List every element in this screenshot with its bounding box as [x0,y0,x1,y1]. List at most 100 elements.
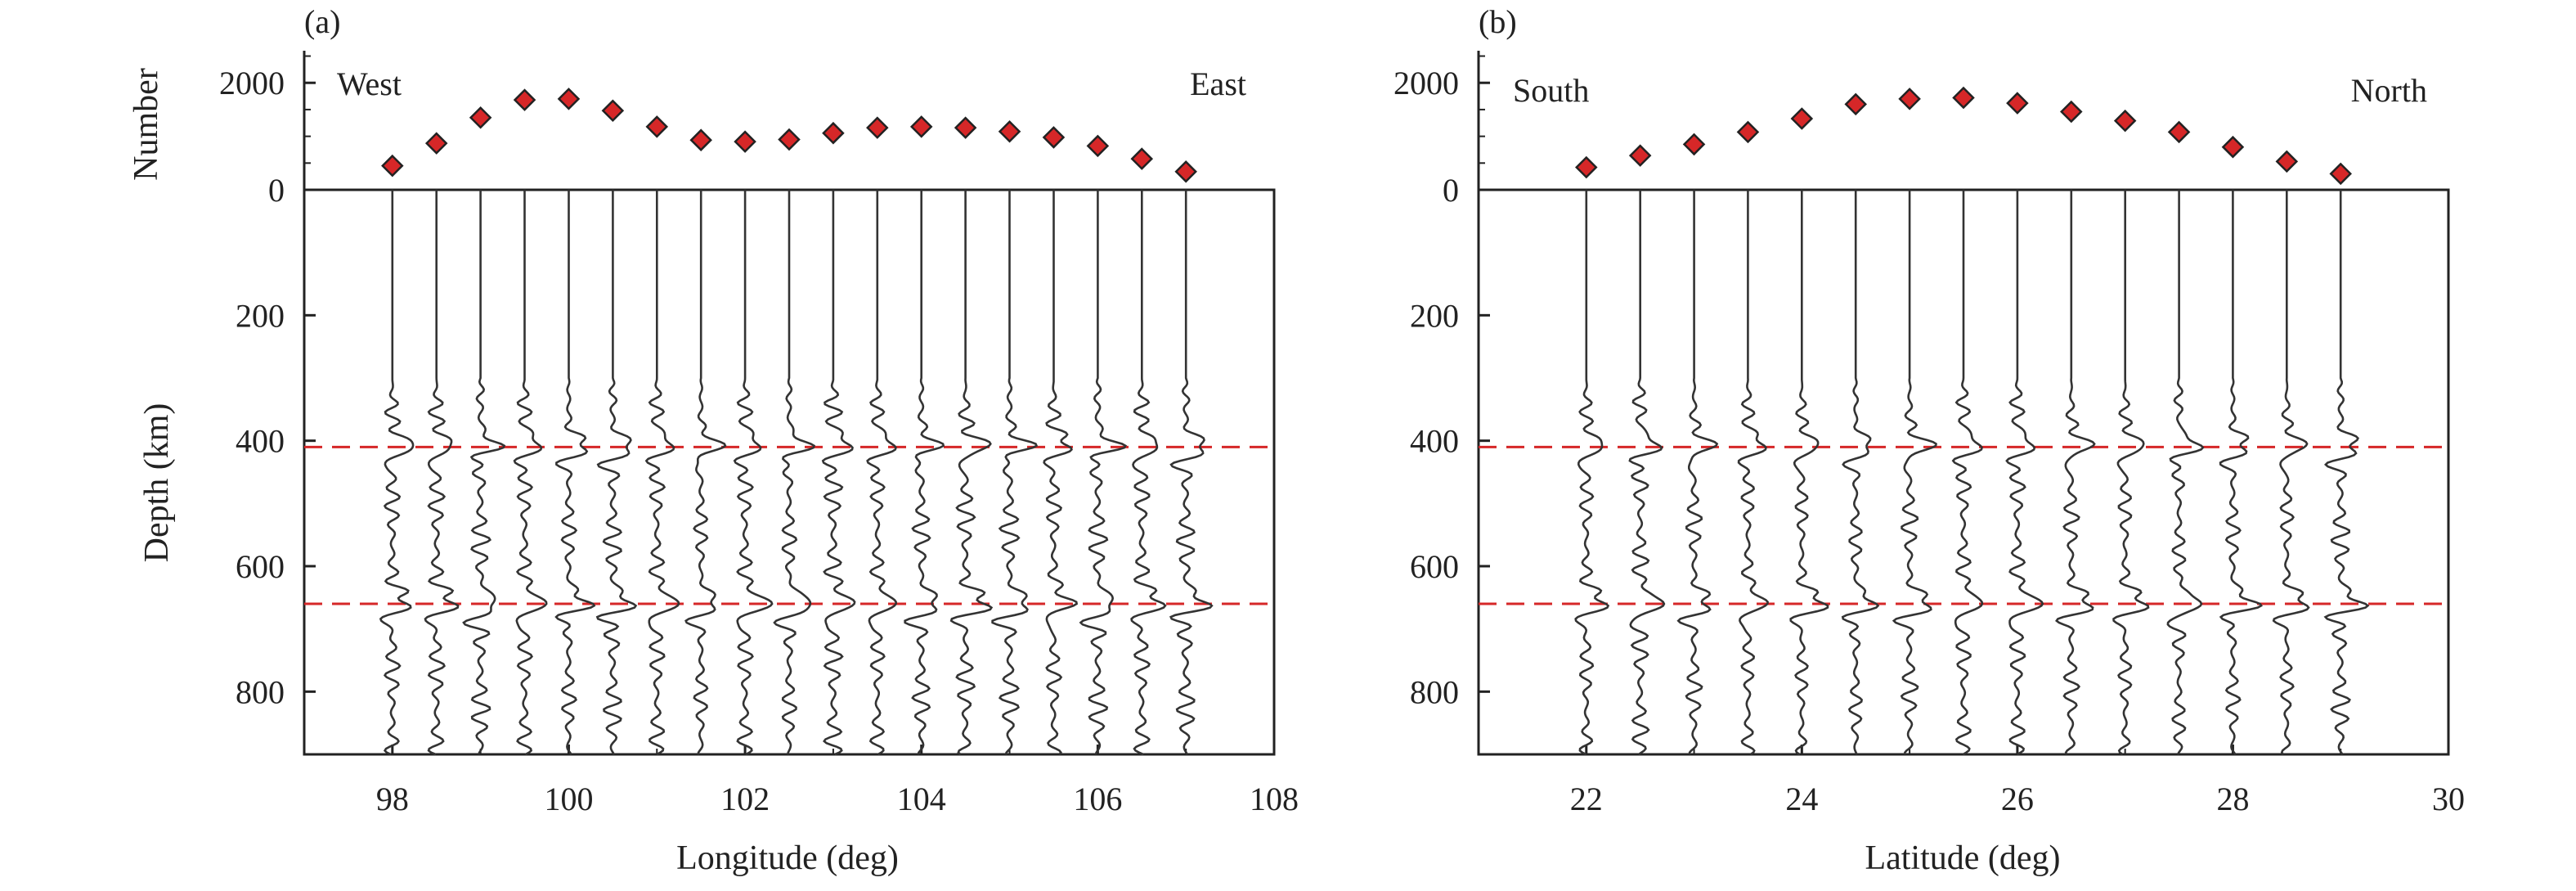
trace-23.5 [1737,190,1769,756]
y-tick-label: 400 [236,423,285,460]
x-tick-label: 106 [1073,781,1122,817]
trace-26 [2005,190,2044,756]
count-tick-label: 0 [268,172,285,209]
count-marker [601,99,625,122]
y-tick-label: 800 [236,673,285,710]
count-tick-label: 2000 [1393,65,1459,101]
trace-28.5 [2272,190,2310,755]
count-marker [1628,144,1652,167]
trace-101.5 [684,190,727,755]
panel-a-west-label: West [337,65,402,102]
count-marker [822,121,845,145]
y-tick-label: 600 [236,548,285,585]
count-marker [469,106,492,129]
y-tick-label: 400 [1410,423,1459,460]
trace-27 [2112,190,2150,756]
panel-b: (b) Latitude (deg) South North 22 24 26 28 3… [1393,3,2465,877]
x-tick-label: 100 [544,781,593,817]
x-tick-label: 22 [1570,781,1603,817]
x-tick-label: 24 [1785,781,1818,817]
panel-b-north-label: North [2351,72,2427,109]
trace-101 [644,190,680,756]
trace-100.5 [595,190,638,755]
y-tick-label: 800 [1410,673,1459,710]
count-marker [689,128,712,151]
count-tick-label: 2000 [219,65,285,101]
panel-a-label: (a) [304,3,340,40]
panel-b-xlabel: Latitude (deg) [1865,839,2060,877]
panel-a-xlabel: Longitude (deg) [676,839,899,877]
trace-22.5 [1628,190,1666,756]
count-marker [513,88,536,111]
trace-24.5 [1841,190,1880,755]
count-marker [1898,88,1921,110]
count-marker [1575,155,1598,179]
count-marker [1042,126,1066,149]
trace-107 [1169,190,1214,755]
panel-b-south-label: South [1513,72,1589,109]
trace-104 [904,190,945,755]
y-tick-label: 200 [236,297,285,334]
trace-22 [1574,190,1610,756]
x-tick-label: 98 [376,781,409,817]
count-marker [1130,147,1154,170]
count-marker [1174,160,1197,183]
trace-106.5 [1130,190,1167,756]
x-tick-label: 104 [897,781,946,817]
trace-105 [991,190,1039,755]
count-marker [1790,107,1814,130]
count-marker [1844,92,1867,116]
count-marker [557,88,581,110]
trace-25 [1892,190,1937,755]
count-marker [2060,100,2083,124]
panel-a-top-ylabel: Number [128,68,165,181]
trace-99 [462,190,506,755]
x-tick-label: 28 [2216,781,2249,817]
trace-24 [1789,190,1829,756]
count-marker [1086,134,1110,158]
trace-25.5 [1951,190,1984,756]
y-tick-label: 600 [1410,548,1459,585]
count-marker [381,154,404,178]
count-marker [734,130,756,153]
y-tick-label: 200 [1410,297,1459,334]
count-marker [424,132,448,155]
panel-a: (a) Number Depth (km) Longitude (deg) We… [128,3,1299,877]
count-marker [2113,109,2137,133]
trace-104.5 [949,190,994,755]
count-marker [998,119,1021,143]
count-marker [909,115,933,138]
count-marker [866,116,889,139]
trace-29 [2323,190,2370,755]
panel-a-east-label: East [1190,65,1246,102]
trace-28 [2219,190,2263,755]
count-marker [2006,92,2029,115]
x-tick-label: 26 [2001,781,2034,817]
count-marker [2275,150,2299,173]
count-marker [2167,120,2191,144]
x-tick-label: 30 [2432,781,2465,817]
x-tick-label: 108 [1250,781,1299,817]
trace-23 [1676,190,1719,755]
trace-106 [1079,190,1128,755]
count-marker [778,128,801,151]
trace-26.5 [2055,190,2096,755]
count-marker [2221,135,2245,159]
panel-b-label: (b) [1479,3,1517,40]
count-marker [2329,162,2352,186]
x-tick-label: 102 [720,781,770,817]
count-marker [645,115,669,138]
trace-105.5 [1043,190,1079,755]
trace-102 [733,190,774,756]
trace-98.5 [424,190,460,756]
panel-a-ylabel: Depth (km) [138,403,176,563]
trace-103 [821,190,856,756]
count-marker [1736,120,1760,144]
trace-100 [554,190,596,755]
count-marker [954,116,977,139]
trace-99.5 [513,190,548,756]
trace-103.5 [866,190,897,756]
count-tick-label: 0 [1443,172,1459,209]
trace-98 [379,190,415,756]
